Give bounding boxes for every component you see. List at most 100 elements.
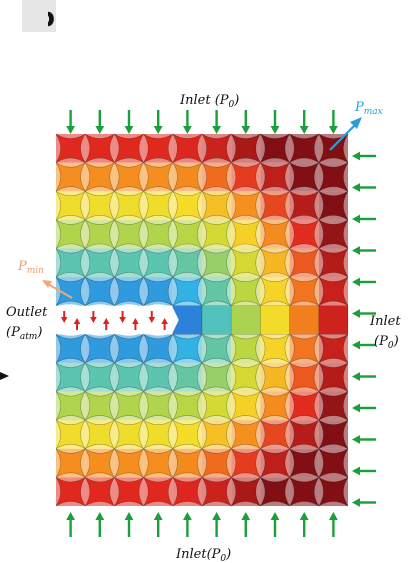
pressure-tile <box>230 162 261 192</box>
pressure-tile <box>230 190 261 221</box>
pressure-tile <box>55 190 86 221</box>
flow-arrow <box>95 512 105 537</box>
pressure-tile-grid <box>52 133 349 507</box>
flow-arrow <box>73 318 81 330</box>
flow-arrow <box>270 512 280 537</box>
pressure-tile <box>201 419 232 450</box>
pressure-tile <box>289 248 320 278</box>
flow-arrow <box>132 318 139 330</box>
pressure-tile <box>318 448 349 478</box>
flow-arrow <box>124 110 134 134</box>
flow-arrow <box>352 403 376 413</box>
pressure-tile <box>143 133 174 163</box>
pressure-tile <box>84 162 115 192</box>
pressure-tile <box>318 305 349 335</box>
pressure-tile <box>114 219 144 249</box>
pressure-tile <box>172 391 203 421</box>
flow-arrow <box>352 435 376 444</box>
pressure-tile <box>230 391 261 421</box>
pressure-tile <box>201 334 232 364</box>
pressure-tile <box>289 219 320 249</box>
pressure-tile <box>55 362 86 392</box>
pressure-tile <box>318 477 349 507</box>
pressure-tile <box>289 391 320 421</box>
flow-arrow <box>352 466 376 476</box>
pressure-tile <box>289 190 320 221</box>
flow-arrow <box>270 110 280 134</box>
pressure-tile <box>114 276 144 306</box>
pressure-tile <box>143 162 174 192</box>
flow-arrow <box>161 318 168 330</box>
flow-arrow <box>352 372 376 381</box>
pressure-tile <box>143 334 174 364</box>
pressure-tile <box>260 190 290 221</box>
pressure-tile <box>114 190 144 221</box>
pressure-tile <box>260 362 290 392</box>
pressure-tile <box>318 419 349 450</box>
pressure-tile <box>143 362 174 392</box>
flow-arrow <box>183 110 192 134</box>
pressure-tile <box>84 133 115 163</box>
flow-arrow <box>352 340 376 350</box>
flow-arrow <box>148 311 156 323</box>
pressure-tile <box>289 477 320 507</box>
pressure-tile <box>230 448 261 478</box>
flow-arrow <box>153 110 163 134</box>
flow-arrow <box>352 498 376 507</box>
pressure-tile <box>55 448 86 478</box>
pressure-tile <box>201 248 232 278</box>
pressure-tile <box>84 448 115 478</box>
pressure-tile <box>143 477 174 507</box>
pressure-tile <box>55 133 86 163</box>
pressure-tile <box>230 219 261 249</box>
pressure-tile <box>172 162 203 192</box>
flow-arrow <box>95 110 105 134</box>
outlet-arrows <box>60 311 168 330</box>
pressure-tile <box>230 133 261 163</box>
flow-arrow <box>352 214 376 224</box>
inlet-right-label: Inlet <box>369 314 401 329</box>
inlet-arrows-right <box>352 151 376 507</box>
inlet-bottom-label: Inlet(P0) <box>175 547 231 563</box>
pressure-tile <box>201 162 232 192</box>
pressure-tile <box>260 248 290 278</box>
pressure-tile <box>230 248 261 278</box>
pressure-tile <box>143 248 174 278</box>
panel-letter: b <box>36 3 55 33</box>
pressure-tile <box>172 419 203 450</box>
pressure-tile <box>230 419 261 450</box>
outlet-slot <box>52 304 179 336</box>
pressure-tile <box>289 276 320 306</box>
pressure-tile <box>201 362 232 392</box>
flow-arrow <box>352 277 376 287</box>
pmin-label: Pmin <box>17 259 44 276</box>
pressure-tile <box>143 391 174 421</box>
pressure-tile <box>143 419 174 450</box>
pressure-tile <box>55 477 86 507</box>
flow-arrow <box>60 311 68 323</box>
pressure-tile <box>289 448 320 478</box>
inlet-right-pressure-label: (P0) <box>374 334 399 351</box>
pressure-tile <box>55 419 86 450</box>
pressure-tile <box>201 219 232 249</box>
flow-arrow <box>66 110 75 134</box>
pressure-tile <box>260 419 290 450</box>
pressure-tile <box>84 276 115 306</box>
pressure-tile <box>201 190 232 221</box>
pressure-tile <box>84 391 115 421</box>
pressure-tile <box>114 419 144 450</box>
pressure-tile <box>289 419 320 450</box>
pressure-tile <box>318 391 349 421</box>
pressure-tile <box>318 190 349 221</box>
pressure-tile <box>260 276 290 306</box>
flow-arrow <box>329 512 338 537</box>
pressure-tile <box>289 133 320 163</box>
pressure-tile <box>55 248 86 278</box>
pressure-tile <box>114 477 144 507</box>
panel-label: b <box>22 0 56 33</box>
pressure-tile <box>84 334 115 364</box>
pressure-tile <box>143 219 174 249</box>
pressure-tile <box>84 248 115 278</box>
pressure-tile <box>143 448 174 478</box>
pressure-tile <box>172 219 203 249</box>
